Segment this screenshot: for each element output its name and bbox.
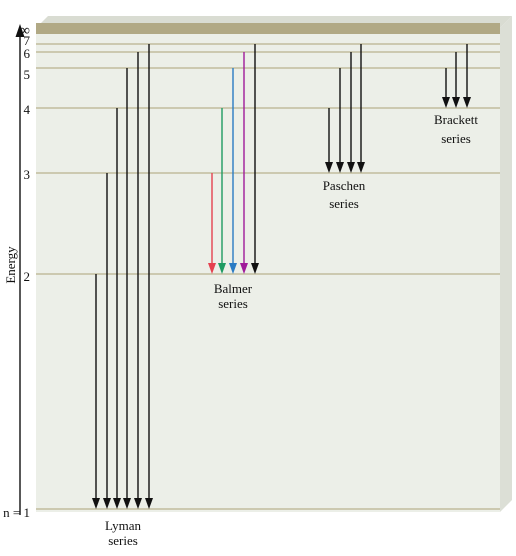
level-label-infinity: ∞ [19,23,30,39]
panel-face [36,28,500,512]
transition-arrow-lyman-3-to-1 [103,173,111,509]
transition-arrow-balmer-3-to-2 [208,173,216,274]
series-label-balmer: Balmer [214,281,253,296]
transition-arrow-brackett-7-to-4 [463,44,471,108]
transition-arrow-lyman-4-to-1 [113,108,121,509]
energy-axis-arrowhead [15,24,25,37]
panel-side [500,16,512,512]
level-label-4: 4 [24,102,31,117]
level-label-3: 3 [24,167,31,182]
transition-arrow-lyman-5-to-1 [123,68,131,509]
level-label-2: 2 [24,269,31,284]
transition-arrow-paschen-6-to-3 [347,52,355,173]
level-label-6: 6 [24,46,31,61]
transition-arrow-lyman-2-to-1 [92,274,100,509]
level-label-7: 7 [24,33,31,48]
level-label-5: 5 [24,67,31,82]
series-label-brackett: Brackett [434,112,478,127]
transition-arrow-lyman-6-to-1 [134,52,142,509]
series-label-balmer-2: series [218,296,248,311]
continuum-band [36,23,500,34]
transition-arrow-balmer-5-to-2 [229,68,237,274]
transition-arrow-lyman-7-to-1 [145,44,153,509]
transition-arrow-paschen-7-to-3 [357,44,365,173]
level-label-n1: n = 1 [3,505,30,520]
transition-arrow-balmer-7-to-2 [251,44,259,274]
transition-arrow-paschen-5-to-3 [336,68,344,173]
series-label-lyman-2: series [108,533,138,548]
series-label-lyman: Lyman [105,518,142,533]
transition-arrow-paschen-4-to-3 [325,108,333,173]
transition-arrow-balmer-4-to-2 [218,108,226,274]
energy-axis-label: Energy [3,246,18,284]
transition-arrow-brackett-6-to-4 [452,52,460,108]
transition-arrow-balmer-6-to-2 [240,52,248,274]
transition-arrow-brackett-5-to-4 [442,68,450,108]
series-label-brackett-2: series [441,131,471,146]
series-label-paschen-2: series [329,196,359,211]
series-label-paschen: Paschen [323,178,366,193]
